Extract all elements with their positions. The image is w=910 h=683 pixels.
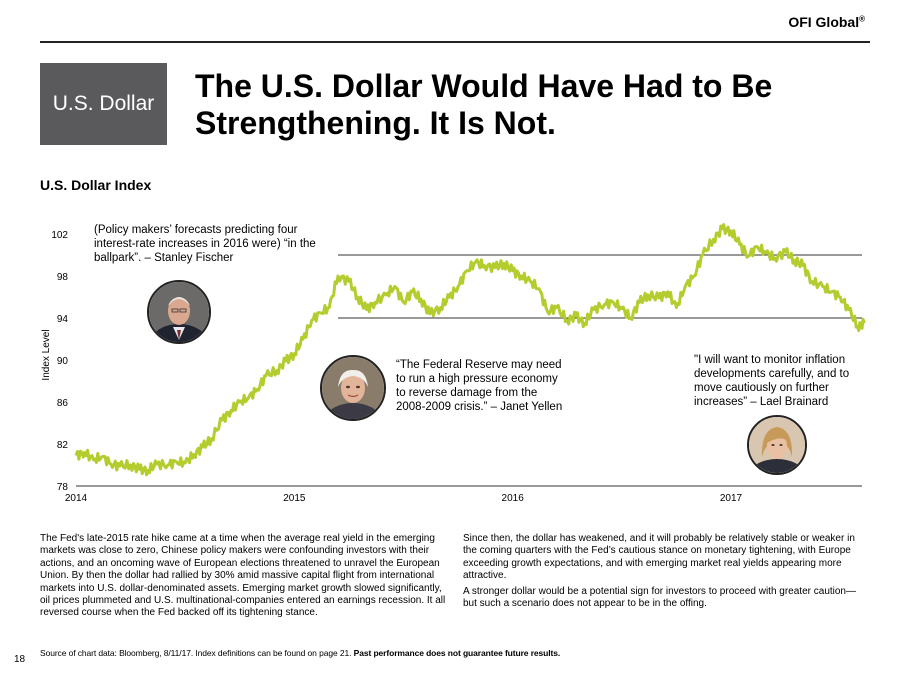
chart-title: U.S. Dollar Index [40,177,152,193]
body-left-paragraph: The Fed's late-2015 rate hike came at a … [40,533,446,619]
reference-lines [338,254,862,319]
y-tick-label: 82 [57,440,69,451]
quote-yellen: “The Federal Reserve may need to run a h… [396,359,563,413]
y-tick-label: 94 [57,314,69,325]
body-left: The Fed's late-2015 rate hike came at a … [40,533,448,623]
source-note: Source of chart data: Bloomberg, 8/11/17… [40,648,560,658]
disclaimer: Past performance does not guarantee futu… [353,648,561,658]
x-tick-label: 2015 [283,493,306,504]
series-group [74,223,866,477]
registered-mark: ® [859,14,865,24]
page-number: 18 [14,654,26,665]
source-text: Source of chart data: Bloomberg, 8/11/17… [40,648,354,658]
brand-name: OFI Global [788,14,860,30]
series-line [74,223,866,477]
body-right-paragraph-2: A stronger dollar would be a potential s… [463,585,856,610]
x-tick-label: 2016 [502,493,525,504]
page-title: The U.S. Dollar Would Have Had to Be Str… [195,68,773,141]
x-tick-label: 2014 [65,493,88,504]
y-axis: 78 82 86 90 94 98 102 [51,230,68,493]
y-tick-label: 90 [57,356,69,367]
brand-logo: OFI Global® [788,14,865,30]
portrait-stanley-fischer [147,280,211,344]
x-tick-label: 2017 [720,493,743,504]
y-tick-label: 78 [57,482,69,493]
quote-brainard: "I will want to monitor inflation develo… [694,354,850,408]
header-divider [40,41,870,43]
quote-fischer: (Policy makers’ forecasts predicting fou… [94,224,316,264]
y-tick-label: 102 [51,230,68,241]
portrait-janet-yellen [320,355,386,421]
portrait-lael-brainard [747,415,807,475]
y-axis-label: Index Level [41,329,52,380]
y-tick-label: 86 [57,398,69,409]
y-tick-label: 98 [57,272,69,283]
body-right: Since then, the dollar has weakened, and… [463,533,868,613]
body-right-paragraph-1: Since then, the dollar has weakened, and… [463,533,855,582]
section-label: U.S. Dollar [40,63,167,145]
x-axis: 2014 2015 2016 2017 [65,485,862,504]
